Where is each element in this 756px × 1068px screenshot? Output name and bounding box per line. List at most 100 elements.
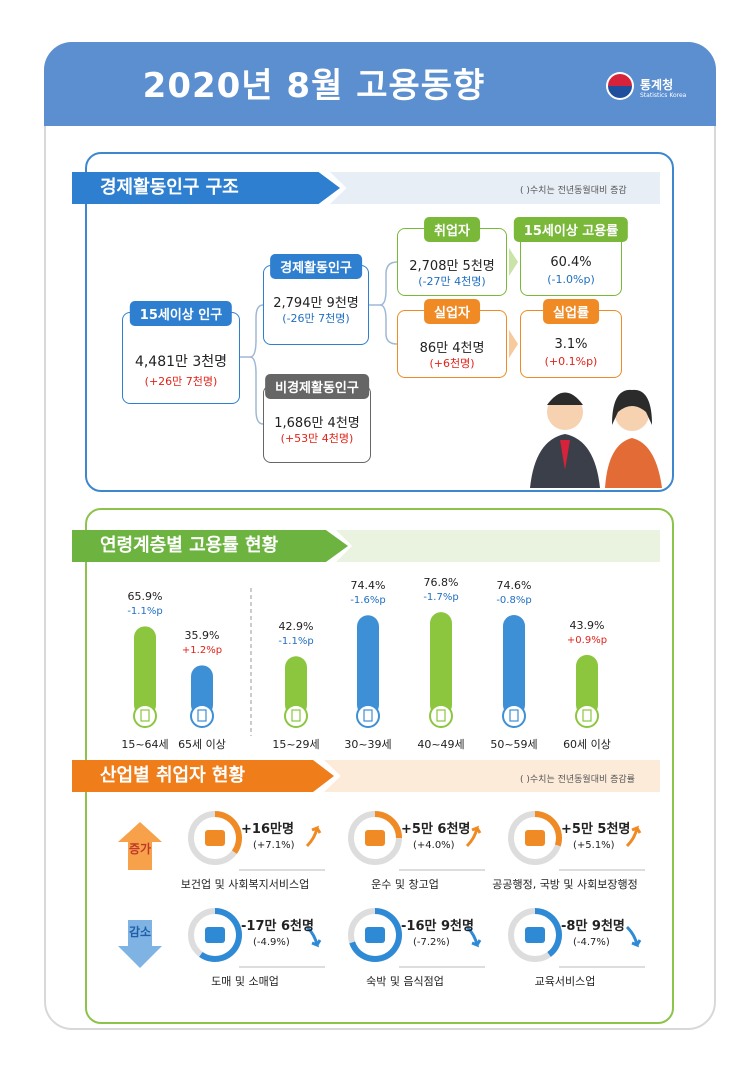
node-change: (+6천명): [429, 357, 475, 370]
logo-text: 통계청: [640, 78, 674, 92]
group-label: 감소: [128, 925, 152, 939]
node-label: 실업률: [543, 299, 599, 324]
trend-arrow: [305, 825, 322, 848]
header-bar: [44, 42, 716, 126]
value-label: 74.6%: [496, 579, 532, 593]
node-value: 2,708만 5천명: [409, 259, 495, 274]
node-value: 60.4%: [550, 255, 592, 270]
structure-box: [85, 152, 674, 492]
section-note: ( )수치는 전년동월대비 증감: [520, 186, 627, 196]
industry-change: +16만명: [241, 822, 294, 837]
up-arrow: [118, 822, 162, 870]
node-label: 실업자: [424, 299, 480, 324]
ring-arc: [534, 811, 562, 847]
ring-arc: [199, 908, 242, 962]
industry-name: 운수 및 창고업: [371, 878, 439, 891]
node-change: (-26만 7천명): [282, 312, 350, 325]
value-label: 42.9%: [278, 620, 314, 634]
industry-name: 보건업 및 사회복지서비스업: [180, 878, 310, 891]
trend-arrow: [625, 925, 642, 948]
ribbon-tail: [336, 530, 660, 562]
industry-rate: (+7.1%): [253, 840, 295, 851]
industry-rate: (+4.0%): [413, 840, 455, 851]
industry-change: +5만 6천명: [401, 822, 471, 837]
ring-arc: [214, 811, 242, 854]
bar-icon: [133, 704, 157, 728]
bar-icon-doc: [436, 709, 446, 722]
node-change: (-1.0%p): [547, 273, 595, 286]
trend-arrow: [625, 825, 642, 848]
ring-icon: [525, 830, 545, 846]
trend-arrow: [465, 925, 482, 948]
node-label: 취업자: [424, 217, 480, 242]
industry-change: -17만 6천명: [241, 919, 314, 934]
ribbon-tail: [324, 760, 660, 792]
section-note: ( )수치는 전년동월대비 증감률: [520, 775, 635, 785]
category-label: 65세 이상: [178, 738, 226, 751]
industry-change: +5만 5천명: [561, 822, 631, 837]
bar: [134, 626, 156, 716]
category-label: 15~29세: [272, 738, 320, 751]
node-value: 2,794만 9천명: [273, 296, 359, 311]
ring-icon: [525, 927, 545, 943]
page-title: 2020년 8월 고용동향: [142, 66, 486, 106]
category-label: 50~59세: [490, 738, 538, 751]
category-label: 15~64세: [121, 738, 169, 751]
structure-node: 취업자 2,708만 5천명 (-27만 4천명): [397, 217, 507, 296]
node-change: (-27만 4천명): [418, 275, 486, 288]
down-arrow: [118, 920, 162, 968]
value-label: 74.4%: [350, 579, 386, 593]
bar-icon-doc: [291, 709, 301, 722]
bar-icon-doc: [197, 709, 207, 722]
node-change: (+53만 4천명): [280, 432, 354, 445]
group-label: 증가: [128, 842, 152, 856]
node-change: (+0.1%p): [544, 355, 598, 368]
value-label: 35.9%: [184, 629, 220, 643]
value-label: 43.9%: [569, 618, 605, 632]
change-label: -1.7%p: [423, 592, 459, 604]
ring-icon: [205, 927, 225, 943]
category-label: 60세 이상: [563, 738, 611, 751]
bar-icon: [575, 704, 599, 728]
trend-arrow: [465, 825, 482, 848]
change-label: -0.8%p: [496, 595, 532, 607]
connectors: [240, 248, 662, 488]
node-label: 비경제활동인구: [265, 374, 369, 399]
category-label: 40~49세: [417, 738, 465, 751]
industry-name: 도매 및 소매업: [211, 975, 279, 988]
structure-node: 비경제활동인구 1,686만 4천명 (+53만 4천명): [263, 374, 371, 463]
industry-rate: (-4.9%): [253, 937, 290, 948]
value-label: 65.9%: [127, 590, 163, 604]
bar-icon: [502, 704, 526, 728]
node-change: (+26만 7천명): [144, 375, 218, 388]
people-illustration: [530, 389, 662, 488]
change-label: -1.6%p: [350, 595, 386, 607]
change-label: -1.1%p: [278, 636, 314, 648]
change-label: -1.1%p: [127, 606, 163, 618]
bar-icon: [190, 704, 214, 728]
bar: [191, 665, 213, 716]
ring-arc: [534, 908, 562, 957]
node-label: 경제활동인구: [270, 254, 362, 279]
node-value: 4,481만 3천명: [134, 354, 228, 370]
bar-chart: [133, 588, 599, 736]
industry-name: 숙박 및 음식점업: [366, 975, 444, 988]
change-label: +0.9%p: [566, 634, 608, 646]
node-label: 15세이상 고용률: [513, 217, 629, 242]
logo-mark: [606, 72, 634, 100]
node-value: 3.1%: [554, 337, 588, 352]
value-label: 76.8%: [423, 576, 459, 590]
bar: [576, 654, 598, 716]
industry-change: -8만 9천명: [561, 919, 625, 934]
bar-icon-doc: [509, 709, 519, 722]
structure-node: 15세이상 고용률 60.4% (-1.0%p): [513, 217, 629, 296]
bar: [357, 615, 379, 716]
bar-icon-doc: [363, 709, 373, 722]
industry-rate: (-4.7%): [573, 937, 610, 948]
ring-icon: [365, 830, 385, 846]
bar-icon: [429, 704, 453, 728]
node-label: 15세이상 인구: [129, 301, 233, 326]
structure-node: 실업자 86만 4천명 (+6천명): [397, 299, 507, 378]
ring-arc: [374, 811, 402, 839]
